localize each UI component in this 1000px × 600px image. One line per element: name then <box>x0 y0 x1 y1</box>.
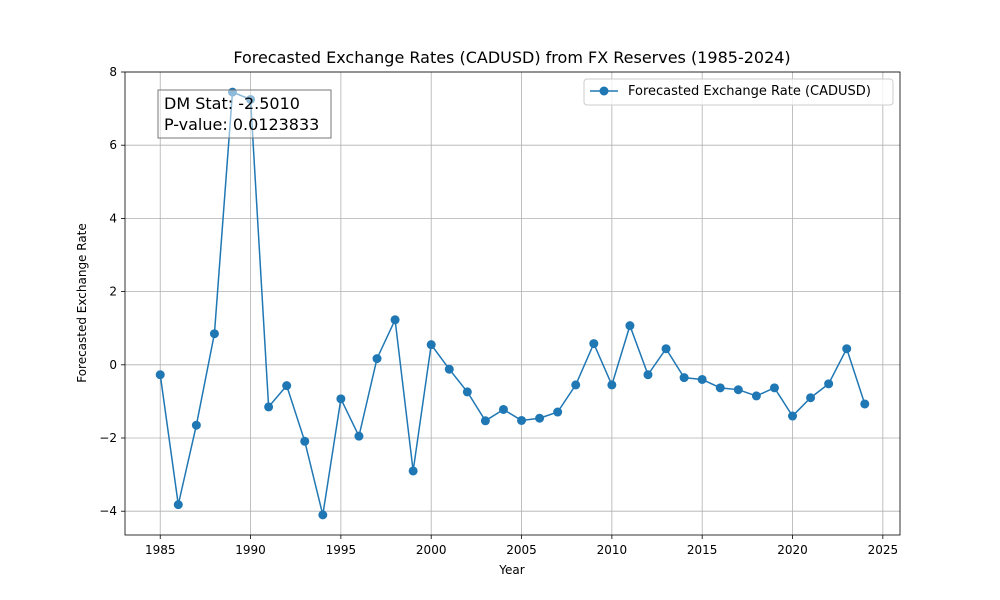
data-point <box>733 385 743 395</box>
data-point <box>589 339 599 349</box>
dm-stat-annotation: DM Stat: -2.5010 P-value: 0.0123833 <box>157 89 332 139</box>
legend-marker-swatch <box>599 86 609 96</box>
data-point <box>571 380 581 390</box>
y-axis-label: Forecasted Exchange Rate <box>75 223 89 383</box>
data-point <box>715 383 725 393</box>
data-point <box>553 407 563 417</box>
plot-frame <box>124 71 901 536</box>
data-point <box>535 413 545 423</box>
data-point <box>318 510 328 520</box>
data-point <box>390 315 400 325</box>
data-point <box>842 344 852 354</box>
series-layer <box>155 87 870 520</box>
x-tick-label: 1995 <box>326 543 357 557</box>
data-point <box>751 391 761 401</box>
legend: Forecasted Exchange Rate (CADUSD) <box>583 78 894 106</box>
data-point <box>191 420 201 430</box>
data-point <box>806 393 816 403</box>
data-point <box>625 321 635 331</box>
y-tick-label: 0 <box>109 358 117 372</box>
x-tick-label: 2015 <box>687 543 718 557</box>
data-point <box>354 431 364 441</box>
grid-lines <box>125 71 900 535</box>
y-tick-label: −2 <box>99 431 117 445</box>
dm-stat-text: DM Stat: -2.5010 <box>164 94 300 113</box>
data-point <box>498 404 508 414</box>
x-tick-label: 2020 <box>777 543 808 557</box>
x-tick-label: 2010 <box>597 543 628 557</box>
data-point <box>372 354 382 364</box>
data-point <box>444 364 454 374</box>
data-point <box>264 402 274 412</box>
data-point <box>155 370 165 380</box>
data-point <box>173 500 183 510</box>
data-point <box>209 329 219 339</box>
data-point <box>300 436 310 446</box>
data-point <box>607 380 617 390</box>
data-point <box>697 374 707 384</box>
data-point <box>661 344 671 354</box>
legend-entry-label: Forecasted Exchange Rate (CADUSD) <box>628 84 871 99</box>
data-point <box>517 415 527 425</box>
data-point <box>282 381 292 391</box>
data-point <box>788 411 798 421</box>
y-tick-label: 4 <box>109 211 117 225</box>
y-tick-label: −4 <box>99 504 117 518</box>
data-point <box>480 416 490 426</box>
x-tick-label: 1985 <box>145 543 176 557</box>
data-point <box>769 383 779 393</box>
data-point <box>336 394 346 404</box>
x-tick-label: 2005 <box>506 543 537 557</box>
axis-ticks: 1985 1990 1995 2000 2005 2010 2015 2020 2025 −4 −2… <box>99 65 898 557</box>
x-tick-label: 1990 <box>235 543 266 557</box>
series-line <box>159 91 866 516</box>
y-tick-label: 2 <box>109 285 117 299</box>
p-value-text: P-value: 0.0123833 <box>164 115 319 134</box>
y-tick-label: 6 <box>109 138 117 152</box>
x-tick-label: 2000 <box>416 543 447 557</box>
data-point <box>860 399 870 409</box>
x-tick-label: 2025 <box>868 543 899 557</box>
data-point <box>824 379 834 389</box>
data-point <box>643 370 653 380</box>
x-axis-label: Year <box>498 563 524 577</box>
chart-title: Forecasted Exchange Rates (CADUSD) from … <box>233 48 790 67</box>
data-point <box>462 387 472 397</box>
y-tick-label: 8 <box>109 65 117 79</box>
data-point <box>679 373 689 383</box>
data-point <box>408 466 418 476</box>
data-point <box>426 340 436 350</box>
